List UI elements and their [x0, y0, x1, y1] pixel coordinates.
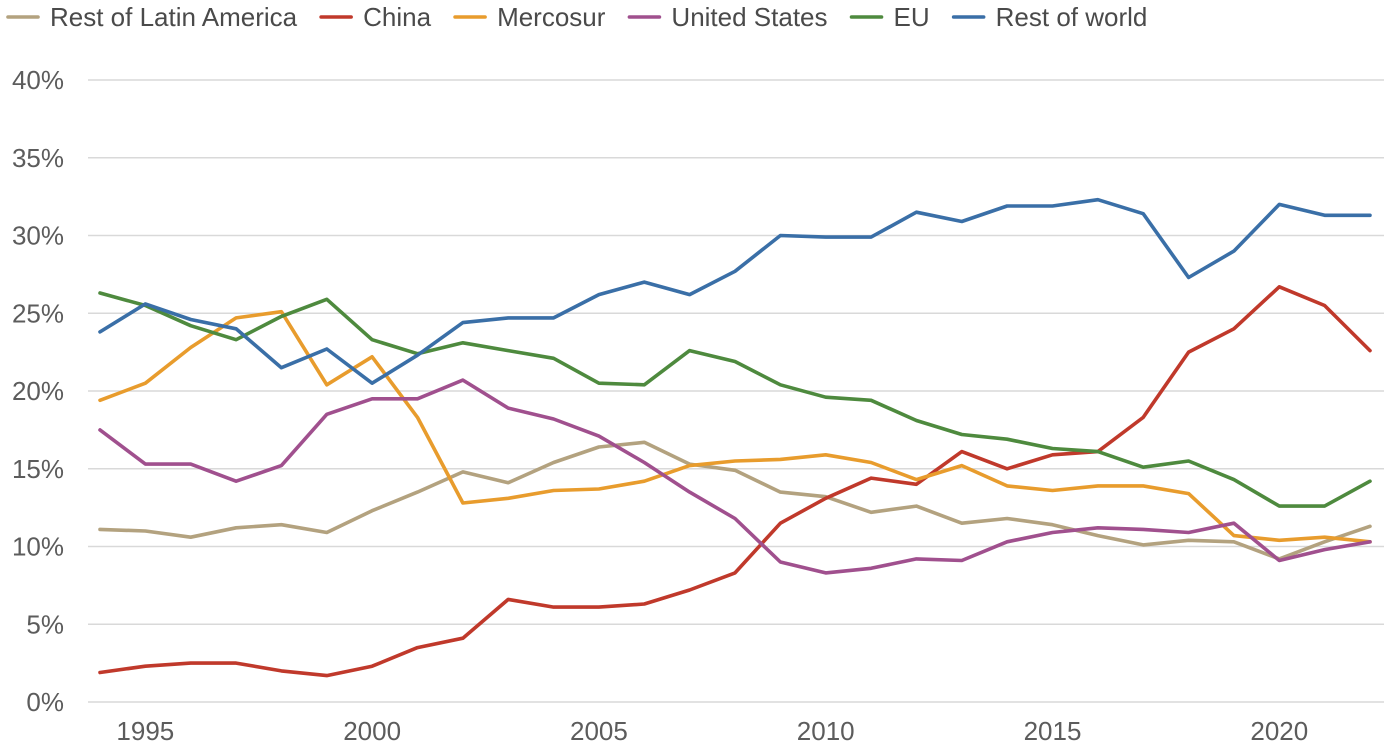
y-tick-label: 35% — [12, 143, 64, 173]
y-tick-label: 5% — [26, 609, 64, 639]
legend-label: EU — [894, 2, 930, 32]
y-tick-label: 0% — [26, 687, 64, 717]
series-lines — [98, 197, 1372, 678]
legend-label: Rest of world — [996, 2, 1148, 32]
gridlines — [88, 79, 1384, 703]
legend-item-mercosur: Mercosur — [453, 2, 606, 32]
y-tick-label: 40% — [12, 65, 64, 95]
series-line-eu — [98, 291, 1372, 508]
x-tick-label: 2015 — [1024, 716, 1082, 746]
series-line-rest-of-world — [98, 197, 1372, 386]
y-axis-ticks: 0% 5% 10% 15% 20% 25% 30% 35% 40% — [12, 65, 64, 717]
legend-label: China — [363, 2, 431, 32]
legend-label: Rest of Latin America — [50, 2, 298, 32]
y-tick-label: 15% — [12, 454, 64, 484]
y-tick-label: 30% — [12, 221, 64, 251]
legend-label: United States — [671, 2, 827, 32]
legend-item-united-states: United States — [627, 2, 828, 32]
legend-item-china: China — [319, 2, 432, 32]
series-line-united-states — [98, 378, 1372, 575]
series-line-china — [98, 284, 1372, 678]
legend: Rest of Latin America China Mercosur United… — [6, 2, 1148, 32]
series-line-rest-of-latin-america — [98, 440, 1372, 561]
x-tick-label: 2020 — [1250, 716, 1308, 746]
legend-item-rest-of-latin-america: Rest of Latin America — [6, 2, 298, 32]
series-line-mercosur — [98, 309, 1372, 544]
x-tick-label: 2005 — [570, 716, 628, 746]
y-tick-label: 10% — [12, 532, 64, 562]
y-tick-label: 20% — [12, 376, 64, 406]
x-tick-label: 2000 — [343, 716, 401, 746]
legend-item-rest-of-world: Rest of world — [951, 2, 1148, 32]
x-tick-label: 1995 — [116, 716, 174, 746]
legend-label: Mercosur — [497, 2, 606, 32]
y-tick-label: 25% — [12, 298, 64, 328]
x-axis-ticks: 1995 2000 2005 2010 2015 2020 — [116, 716, 1308, 746]
legend-item-eu: EU — [849, 2, 930, 32]
x-tick-label: 2010 — [797, 716, 855, 746]
